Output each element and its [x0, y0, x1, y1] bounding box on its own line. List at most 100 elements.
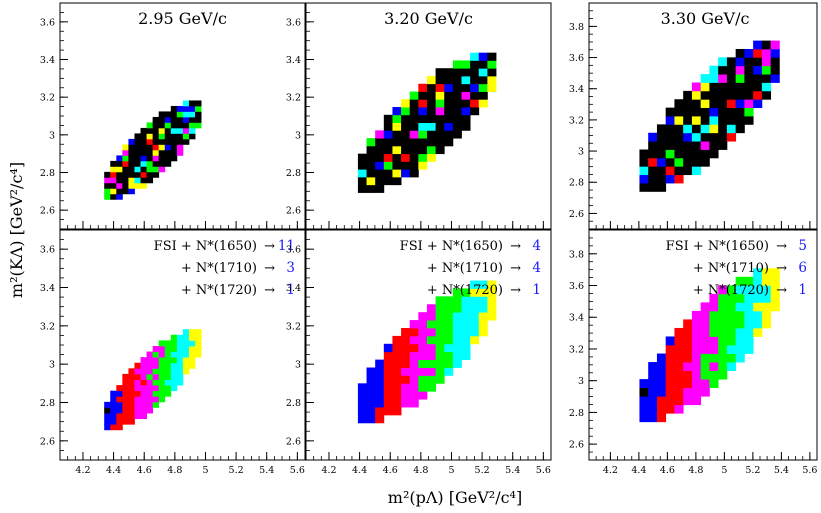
heatmap-cell — [401, 114, 411, 123]
heatmap-cell — [122, 155, 129, 162]
heatmap-cell — [152, 385, 160, 392]
heatmap-cell — [152, 379, 160, 386]
heatmap-cell — [665, 166, 675, 176]
heatmap-cell — [188, 362, 196, 369]
heatmap-cell — [418, 359, 428, 368]
heatmap-cell — [383, 343, 393, 353]
heatmap-cell — [104, 418, 111, 425]
legend-label: + N*(1710) — [693, 261, 769, 276]
heatmap-cell — [140, 127, 147, 134]
heatmap-cell — [134, 182, 141, 189]
heatmap-cell — [709, 132, 719, 142]
x-tick-label: 5 — [202, 465, 208, 476]
heatmap-cell — [418, 122, 428, 131]
heatmap-cell — [683, 141, 693, 150]
heatmap-cell — [158, 345, 166, 352]
y-tick-label: 3.8 — [569, 22, 584, 33]
heatmap-cell — [487, 68, 497, 77]
heatmap-cell — [726, 57, 737, 67]
heatmap-cell — [665, 379, 675, 389]
heatmap-cell — [426, 327, 436, 337]
heatmap-cell — [487, 288, 497, 297]
heatmap-cell — [164, 368, 172, 375]
heatmap-cell — [164, 340, 172, 347]
heatmap-cell — [656, 353, 667, 363]
heatmap-cell — [366, 391, 376, 400]
x-tick-label: 4.6 — [660, 465, 675, 476]
heatmap-cell — [648, 396, 658, 406]
heatmap-cell — [182, 329, 190, 336]
heatmap-cell — [435, 107, 445, 116]
heatmap-cell — [366, 414, 376, 424]
heatmap-cell — [116, 155, 123, 162]
heatmap-cell — [375, 383, 385, 392]
heatmap-cell — [128, 379, 135, 386]
heatmap-cell — [700, 82, 710, 92]
heatmap-cell — [665, 387, 675, 397]
heatmap-cell — [683, 319, 693, 329]
heatmap-cell — [444, 75, 454, 85]
heatmap-cell — [452, 60, 462, 69]
heatmap-cells — [104, 329, 202, 431]
heatmap-cell — [683, 362, 693, 371]
x-tick-label: 5.2 — [745, 465, 760, 476]
heatmap-cell — [487, 312, 497, 321]
heatmap-cell — [683, 157, 693, 167]
heatmap-cell — [104, 182, 111, 189]
heatmap-cell — [700, 149, 710, 159]
heatmap-cell — [409, 169, 419, 178]
heatmap-cell — [170, 345, 178, 352]
heatmap-cell — [140, 133, 147, 140]
heatmap-cell — [674, 132, 684, 142]
heatmap-cell — [128, 390, 135, 397]
heatmap-cell — [170, 122, 178, 129]
heatmap-cell — [392, 161, 402, 170]
heatmap-cell — [383, 383, 393, 392]
heatmap-cell — [122, 166, 129, 173]
heatmap-cell — [383, 145, 393, 155]
heatmap-cell — [176, 133, 184, 140]
heatmap-cell — [152, 401, 160, 408]
heatmap-cell — [726, 132, 737, 142]
heatmap-cell — [648, 132, 658, 142]
heatmap-cell — [665, 132, 675, 142]
heatmap-cell — [426, 304, 436, 313]
heatmap-cell — [116, 396, 123, 403]
heatmap-cell — [104, 171, 111, 178]
heatmap-cell — [164, 144, 172, 151]
legend-arrow: → — [264, 239, 275, 254]
heatmap-cell — [718, 336, 728, 346]
heatmap-cell — [761, 310, 772, 320]
heatmap-cell — [639, 149, 649, 159]
heatmap-cell — [656, 362, 667, 371]
heatmap-cell — [164, 160, 172, 167]
heatmap-cell — [726, 99, 737, 109]
heatmap-cell — [683, 99, 693, 109]
x-tick-label: 4.4 — [631, 465, 646, 476]
heatmap-cell — [709, 90, 719, 100]
heatmap-cell — [392, 130, 402, 139]
heatmap-cell — [140, 144, 147, 151]
heatmap-cell — [452, 99, 462, 108]
heatmap-cell — [435, 145, 445, 155]
heatmap-cell — [461, 288, 471, 297]
heatmap-cell — [357, 383, 367, 392]
heatmap-cell — [639, 413, 649, 423]
heatmap-cell — [383, 351, 393, 361]
heatmap-cell — [140, 390, 147, 397]
heatmap-cells — [639, 40, 780, 192]
heatmap-cell — [718, 132, 728, 142]
heatmap-cell — [444, 304, 454, 313]
heatmap-cell — [128, 177, 135, 184]
heatmap-cell — [116, 413, 123, 420]
heatmap-cell — [478, 83, 488, 92]
heatmap-cell — [426, 75, 436, 85]
heatmap-cell — [392, 335, 402, 345]
heatmap-cell — [418, 114, 428, 123]
heatmap-cell — [718, 293, 728, 303]
x-tick-label: 4.6 — [383, 465, 398, 476]
heatmap-cell — [426, 335, 436, 345]
x-tick-label: 5.4 — [259, 465, 274, 476]
heatmap-cell — [110, 424, 117, 431]
